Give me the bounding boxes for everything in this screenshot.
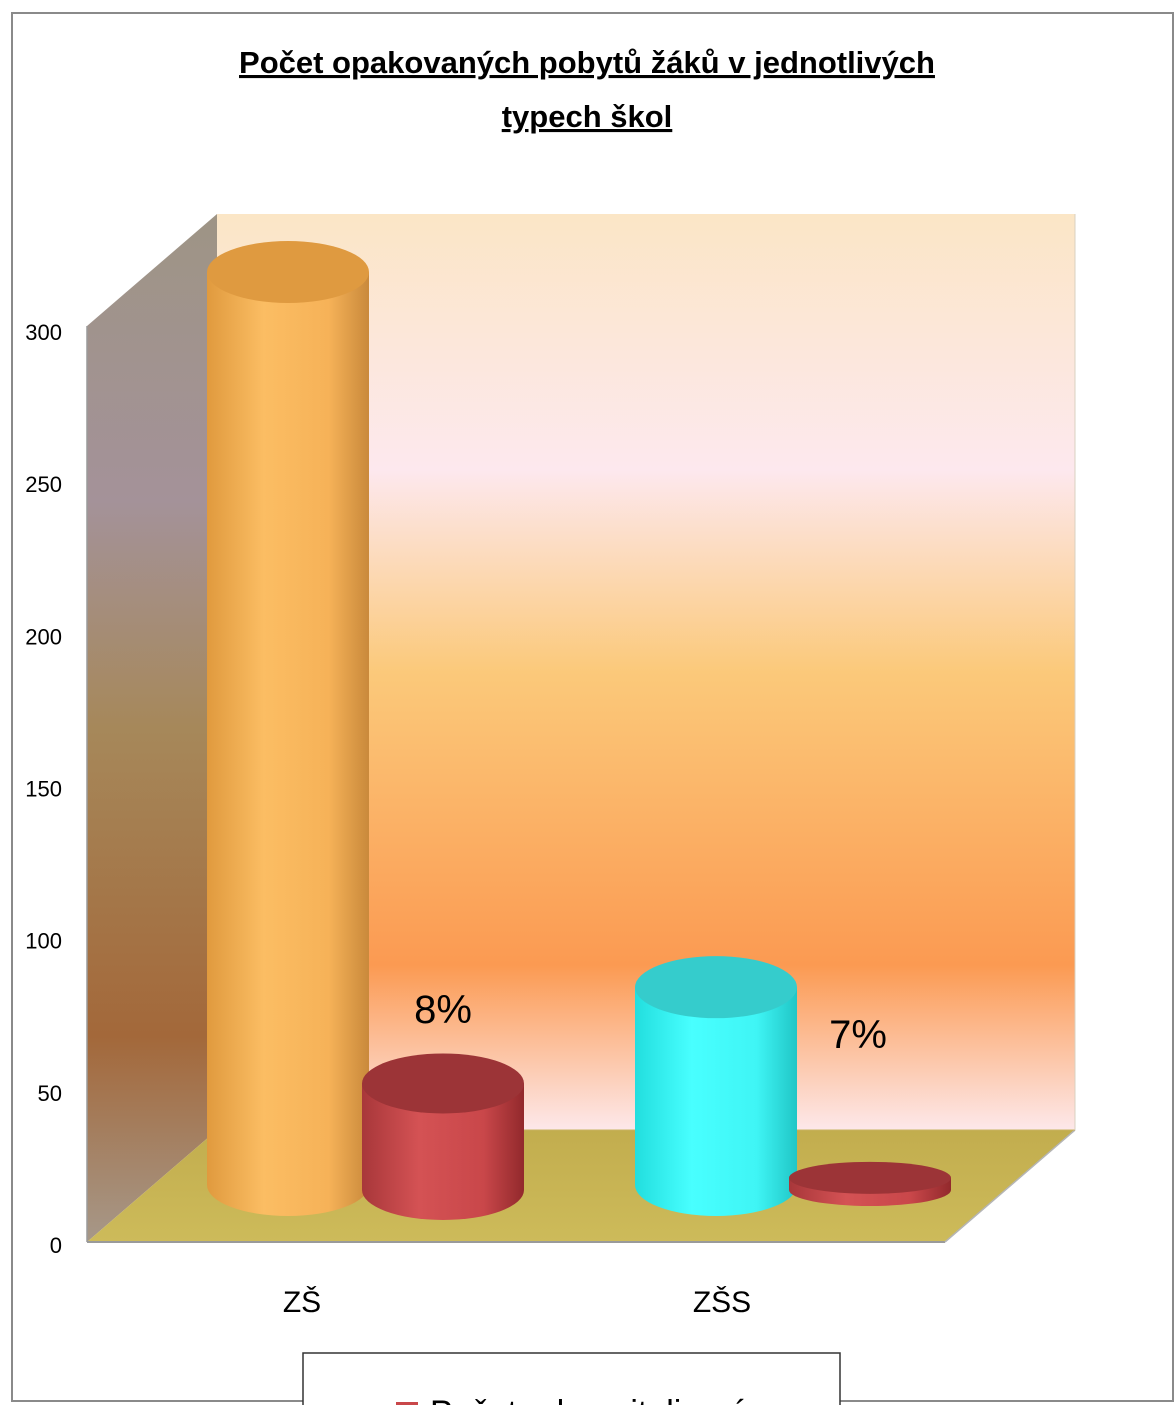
bars [207,241,951,1220]
category-label-1: ZŠS [693,1285,751,1319]
floor-right-edge [944,1129,1076,1243]
y-tick-label-3: 150 [25,777,62,802]
bar-series1-1 [635,956,797,1216]
bar-series2-1 [789,1161,951,1206]
legend-swatch [396,1402,418,1405]
y-tick-label-6: 300 [25,320,62,345]
y-tick-label-2: 100 [25,929,62,954]
y-tick-label-4: 200 [25,624,62,649]
data-label-0: 8% [414,988,472,1032]
category-label-0: ZŠ [283,1285,321,1319]
bar-series2-0 [362,1053,524,1220]
data-labels: 8% 7% [414,988,887,1057]
y-tick-label-0: 0 [50,1233,62,1258]
legend-label: Počet rehospitalizací [430,1394,744,1405]
chart-title-line-1: Počet opakovaných pobytů žáků v jednotli… [239,45,935,80]
bar-series1-0 [207,241,369,1216]
category-labels: ZŠ ZŠS [283,1285,751,1319]
y-tick-label-1: 50 [38,1081,62,1106]
back-wall [217,214,1075,1130]
chart-title-line-2: typech škol [502,99,673,134]
data-label-1: 7% [829,1013,887,1057]
y-axis-tick-labels: 0 50 100 150 200 250 300 [25,320,62,1258]
side-wall [87,214,217,1242]
y-tick-label-5: 250 [25,472,62,497]
legend-box [302,1352,841,1405]
